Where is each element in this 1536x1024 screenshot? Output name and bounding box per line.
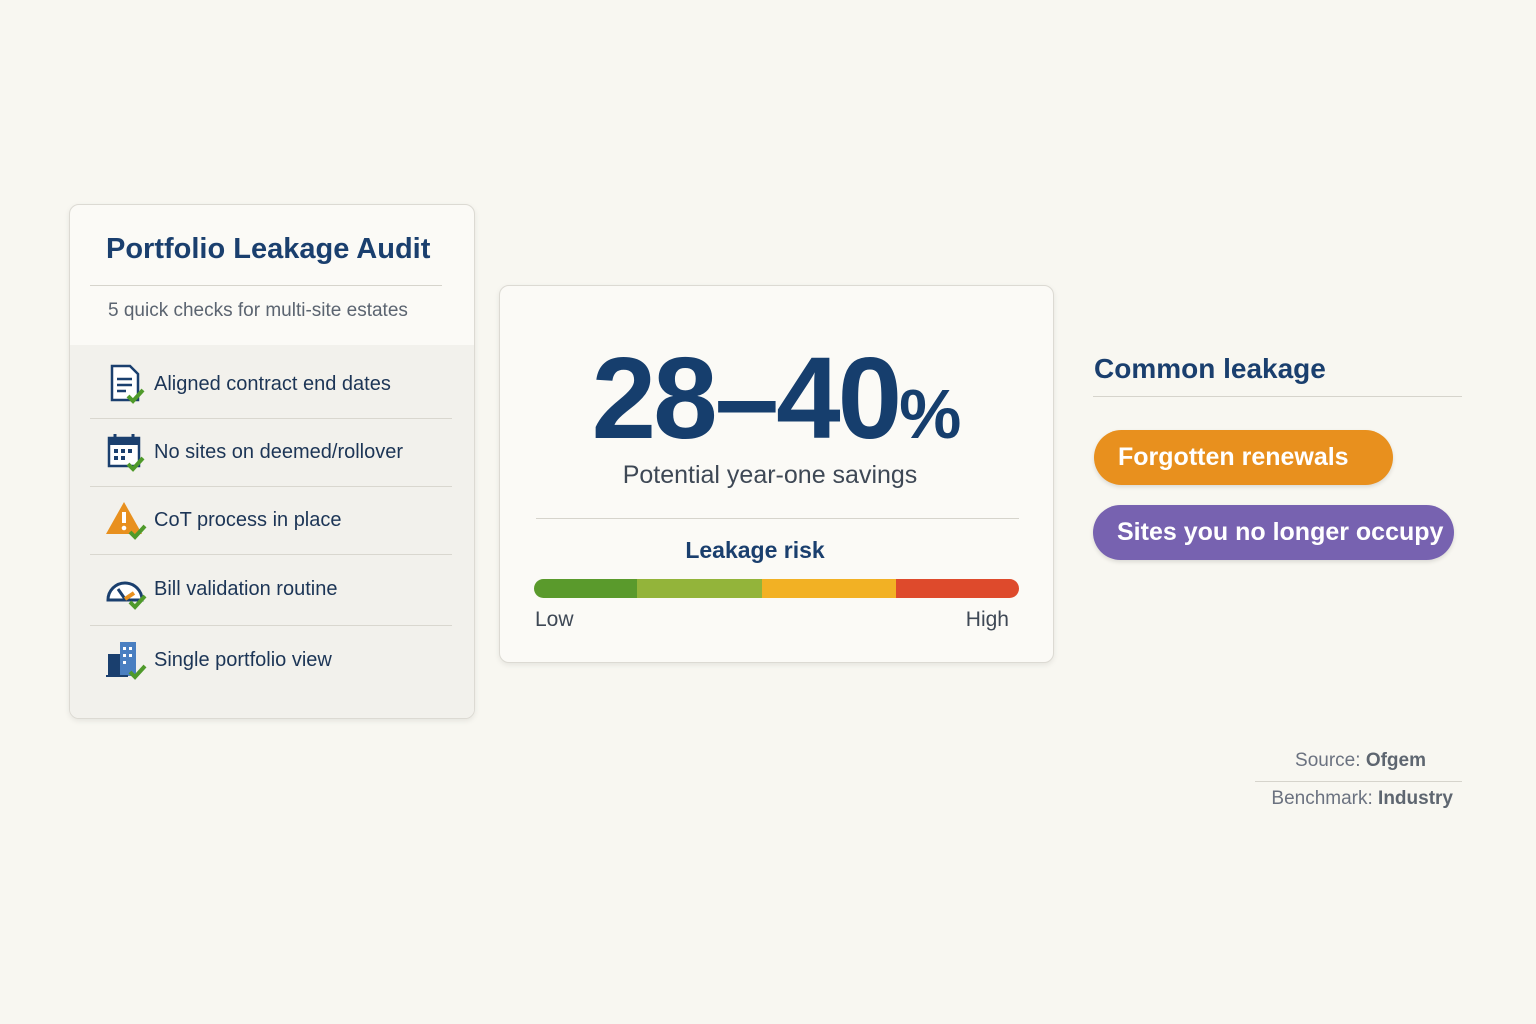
check-item: CoT process in place — [90, 486, 452, 555]
calendar-icon — [107, 434, 145, 472]
check-label: Single portfolio view — [154, 648, 332, 671]
warning-icon — [106, 502, 147, 540]
stat-unit: % — [899, 375, 962, 453]
check-label: No sites on deemed/rollover — [154, 440, 404, 463]
check-label: CoT process in place — [154, 508, 342, 531]
divider — [1255, 781, 1462, 782]
risk-bar — [534, 579, 1019, 598]
section-title: Common leakage — [1094, 353, 1326, 384]
check-label: Bill validation routine — [154, 578, 338, 600]
benchmark-note: Benchmark: Industry — [1271, 788, 1453, 810]
leakage-tag: Forgotten renewals — [1094, 430, 1393, 485]
card-title: Portfolio Leakage Audit — [106, 233, 431, 265]
risk-low-label: Low — [535, 608, 574, 631]
benchmark-label: Benchmark: — [1271, 788, 1373, 809]
divider — [1093, 396, 1462, 397]
risk-segment — [637, 579, 762, 598]
risk-high-label: High — [965, 608, 1009, 631]
divider — [536, 518, 1019, 519]
check-item: Bill validation routine — [90, 554, 452, 626]
source-note: Source: Ofgem — [1295, 750, 1426, 772]
savings-stat: 28–40% — [500, 331, 1053, 465]
leakage-tag: Sites you no longer occupy — [1093, 505, 1454, 560]
risk-segment — [896, 579, 1019, 598]
source-label: Source: — [1295, 750, 1361, 771]
check-item: Aligned contract end dates — [90, 350, 452, 419]
risk-title: Leakage risk — [685, 537, 825, 563]
check-item: No sites on deemed/rollover — [90, 418, 452, 487]
gauge-icon — [106, 581, 147, 610]
divider — [90, 285, 442, 286]
check-list: Aligned contract end dates No sites on d… — [70, 345, 474, 718]
stat-caption: Potential year-one savings — [622, 461, 918, 489]
audit-card: Portfolio Leakage Audit 5 quick checks f… — [69, 204, 475, 719]
check-label: Aligned contract end dates — [154, 372, 391, 395]
savings-card: 28–40% Potential year-one savings Leakag… — [499, 285, 1054, 663]
building-icon — [106, 642, 147, 680]
card-subtitle: 5 quick checks for multi-site estates — [108, 300, 408, 321]
benchmark-value: Industry — [1378, 788, 1453, 809]
risk-segment — [762, 579, 896, 598]
document-icon — [110, 364, 145, 404]
stat-value: 28–40 — [591, 333, 903, 463]
check-item: Single portfolio view — [90, 625, 452, 695]
risk-segment — [534, 579, 637, 598]
source-value: Ofgem — [1365, 750, 1426, 771]
